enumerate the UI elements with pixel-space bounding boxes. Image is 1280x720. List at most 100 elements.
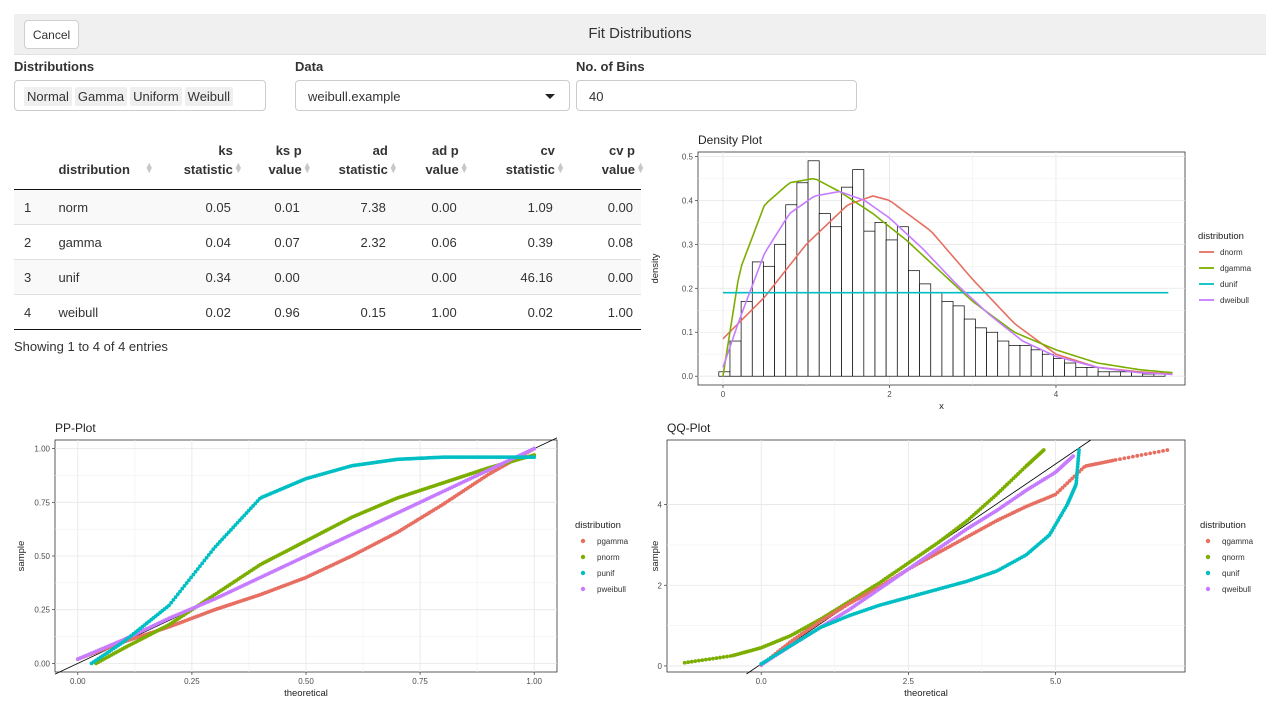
legend-key-point <box>580 538 586 544</box>
qq-point-qgamma <box>1053 492 1058 497</box>
histogram-bar <box>885 239 898 377</box>
pp-point-punif <box>211 547 216 552</box>
legend-key-point <box>580 570 586 576</box>
modal-header: Cancel Fit Distributions <box>14 14 1266 55</box>
col-header-ad-p-value[interactable]: ad p value ▲ ▼ <box>393 135 469 190</box>
histogram-bar <box>818 213 831 377</box>
qq-point-qnorm <box>700 658 705 663</box>
cell-ks-statistic: 0.05 <box>149 189 239 225</box>
col-header-distribution[interactable]: distribution ▲ ▼ <box>48 135 154 190</box>
table-row: 3 unif 0.34 0.00 0.00 46.16 0.00 <box>14 259 641 295</box>
pp-point-punif <box>226 530 231 535</box>
pp-point-punif <box>182 583 187 588</box>
qq-point-qunif <box>1076 459 1080 464</box>
histogram-bar <box>1142 373 1155 377</box>
sort-icon: ▲ ▼ <box>636 160 645 175</box>
histogram-bar <box>975 327 987 377</box>
qq-point-qnorm <box>693 659 698 664</box>
pp-point-punif <box>244 511 249 515</box>
distribution-tag-gamma[interactable]: Gamma <box>74 87 128 106</box>
results-table: distribution ▲ ▼ ks statistic ▲ ▼ ks p value… <box>14 135 645 330</box>
qq-point-qnorm <box>682 660 687 665</box>
sort-icon: ▲ ▼ <box>233 160 243 175</box>
distributions-multiselect[interactable]: Normal Gamma Uniform Weibull <box>14 80 266 111</box>
pp-point-punif <box>200 561 205 566</box>
legend-item-label: qweibull <box>1222 585 1251 594</box>
qq-point-qgamma <box>1062 483 1067 488</box>
distribution-tag-uniform[interactable]: Uniform <box>130 87 182 106</box>
pp-point-punif <box>235 520 240 525</box>
y-axis-label: density <box>650 253 661 283</box>
legend-item-label: dgamma <box>1220 264 1252 273</box>
y-tick-label: 0.50 <box>34 552 50 561</box>
pp-point-punif <box>184 581 189 585</box>
histogram-bar <box>763 265 775 377</box>
distribution-tag-weibull[interactable]: Weibull <box>184 87 234 106</box>
histogram-bar <box>908 270 920 377</box>
pp-point-punif <box>195 567 200 571</box>
cell-index: 3 <box>14 259 49 295</box>
qq-point-qgamma <box>1058 488 1062 492</box>
x-tick-label: 0 <box>721 390 726 399</box>
bins-input[interactable]: 40 <box>576 80 857 111</box>
chart-title: Density Plot <box>698 133 763 147</box>
qq-point-qgamma <box>1067 478 1072 483</box>
qq-point-qgamma <box>1118 457 1122 462</box>
qq-point-qunif <box>1075 467 1080 472</box>
x-tick-label: 0.0 <box>756 677 768 686</box>
data-select[interactable]: weibull.example <box>295 80 570 111</box>
qq-point-qnorm <box>696 658 701 663</box>
legend-item-label: qnorm <box>1222 553 1245 562</box>
y-tick-label: 0.4 <box>682 196 694 205</box>
histogram-bar <box>830 226 842 377</box>
qq-point-qnorm <box>689 659 694 664</box>
legend-key-point <box>1205 538 1211 544</box>
x-axis-label: x <box>939 401 944 412</box>
y-tick-label: 1.00 <box>34 445 50 454</box>
cell-ad-statistic <box>307 259 394 295</box>
col-header-ks-statistic[interactable]: ks statistic ▲ ▼ <box>149 135 243 190</box>
qq-point-qgamma <box>1152 450 1157 455</box>
sort-icon: ▲ ▼ <box>459 160 469 175</box>
qq-point-qnorm <box>711 656 715 661</box>
legend-item-label: dunif <box>1220 280 1238 289</box>
pp-point-punif <box>242 513 247 518</box>
pp-point-punif <box>246 508 251 513</box>
histogram-bar <box>1019 345 1032 377</box>
qq-point-qgamma <box>1139 453 1144 457</box>
bins-input-value: 40 <box>589 89 604 104</box>
histogram-bar <box>1108 371 1121 377</box>
y-tick-label: 0.5 <box>682 152 694 161</box>
qq-plot: QQ-Plot 0.0 2.5 5.0 0 2 4 theoretical sample dist… <box>645 418 1275 708</box>
histogram-bar <box>986 331 999 377</box>
histogram-bar <box>896 226 909 377</box>
col-header-cv-statistic[interactable]: cv statistic ▲ ▼ <box>464 135 565 190</box>
table-row: 2 gamma 0.04 0.07 2.32 0.06 0.39 0.08 <box>14 224 641 260</box>
qq-point-qgamma <box>1148 451 1153 456</box>
cancel-button[interactable]: Cancel <box>24 20 79 49</box>
y-tick-label: 0.25 <box>34 606 50 615</box>
col-header-ad-statistic[interactable]: ad statistic ▲ ▼ <box>307 135 398 190</box>
pp-point-punif <box>180 586 185 591</box>
x-tick-label: 4 <box>1054 390 1059 399</box>
cell-ks-p-value: 0.00 <box>238 259 308 295</box>
qq-point-qgamma <box>1079 467 1084 472</box>
cell-cv-p-value: 1.00 <box>560 294 641 330</box>
x-tick-label: 1.00 <box>526 677 542 686</box>
pp-point-punif <box>202 558 207 563</box>
qq-point-qunif <box>1074 478 1079 483</box>
pp-point-punif <box>255 499 260 503</box>
qq-point-qgamma <box>1070 476 1074 481</box>
pp-point-punif <box>217 539 222 544</box>
distribution-tag-normal[interactable]: Normal <box>24 87 72 106</box>
col-header-cv-p-value[interactable]: cv p value ▲ ▼ <box>560 135 645 190</box>
qq-point-qgamma <box>1113 458 1118 462</box>
legend-key-point <box>580 554 586 560</box>
cell-distribution: unif <box>48 259 150 295</box>
qq-point-qnorm <box>707 657 712 662</box>
col-header-ks-p-value[interactable]: ks p value ▲ ▼ <box>238 135 312 190</box>
qq-point-qgamma <box>1122 456 1127 461</box>
cell-ks-p-value: 0.01 <box>238 189 308 225</box>
cell-ad-p-value: 1.00 <box>393 294 465 330</box>
pp-point-punif <box>175 592 180 597</box>
